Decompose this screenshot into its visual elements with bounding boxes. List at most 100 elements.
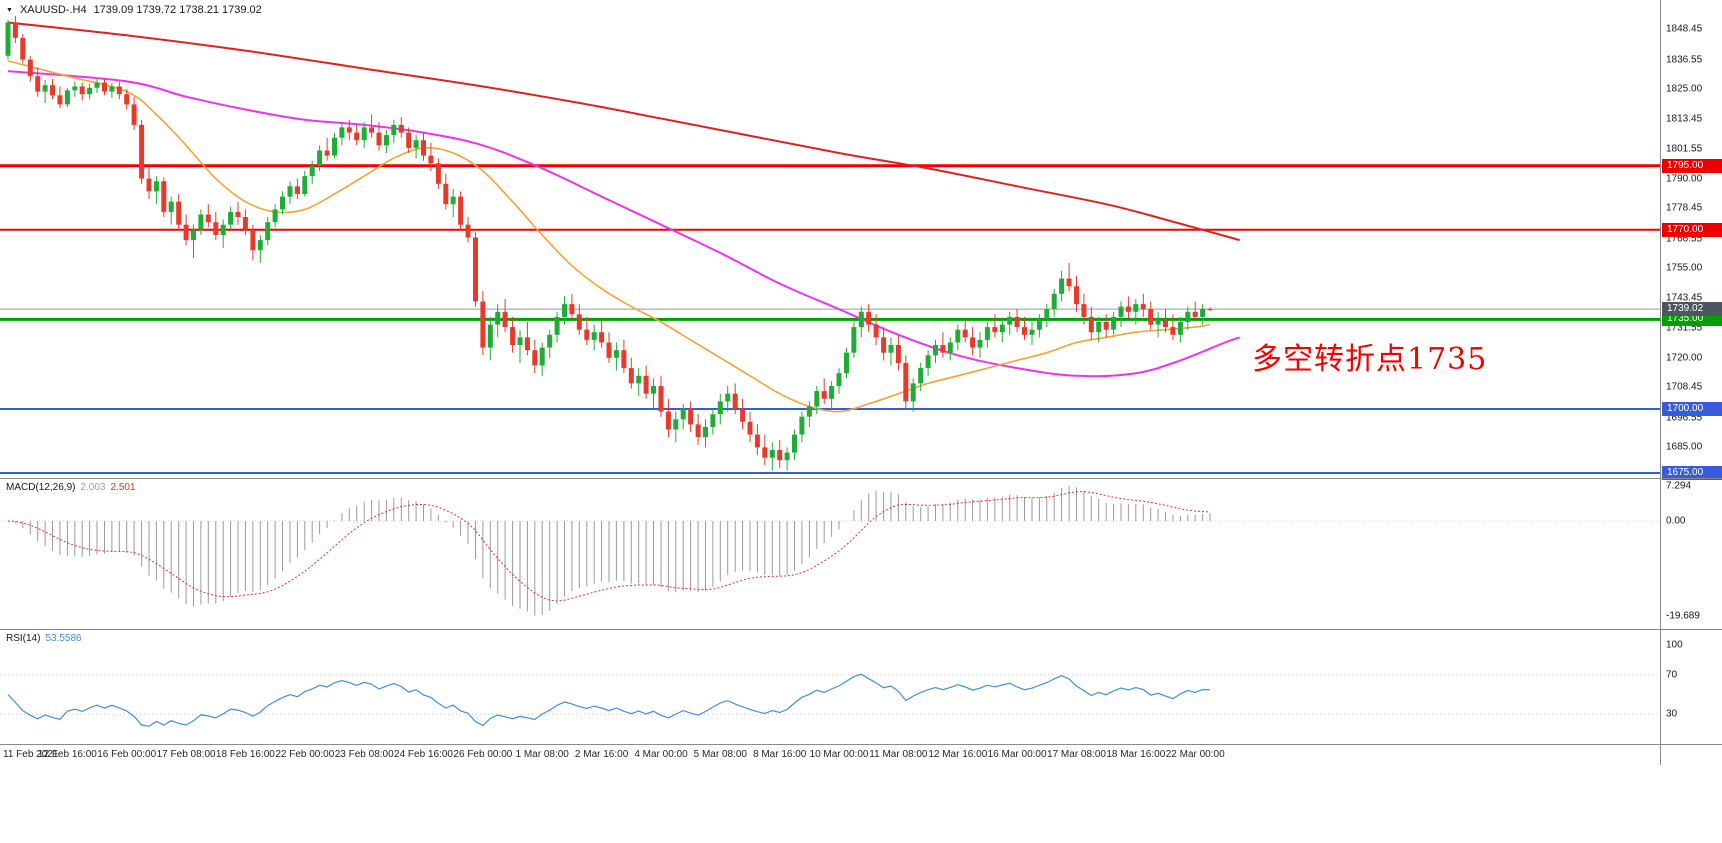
candle-body (821, 391, 827, 399)
price-tick-label: 1755.00 (1666, 262, 1703, 274)
candle-body (539, 347, 545, 366)
price-chart-panel[interactable]: ▼ XAUUSD-.H4 1739.09 1739.72 1738.21 173… (0, 0, 1660, 478)
macd-label: MACD(12,26,9) 2.003 2.501 (6, 482, 141, 493)
candle-body (242, 217, 248, 230)
time-axis-label: 1 Mar 08:00 (515, 749, 569, 760)
rsi-panel[interactable]: RSI(14) 53.5586 (0, 629, 1660, 744)
candle-body (933, 345, 938, 356)
price-axis[interactable]: 1848.45 1836.55 1825.00 1813.45 1801.55 1790.… (1660, 0, 1722, 765)
macd-panel[interactable]: MACD(12,26,9) 2.003 2.501 (0, 478, 1660, 629)
candle-body (1111, 316, 1117, 330)
candle-body (925, 355, 931, 369)
candle-body (480, 301, 486, 348)
candle-body (250, 229, 256, 251)
symbol-menu-icon[interactable]: ▼ (6, 6, 13, 14)
candle-body (992, 327, 998, 333)
time-axis-label: 22 Feb 00:00 (275, 749, 335, 760)
candle-body (1051, 293, 1057, 310)
candle-body (673, 419, 679, 430)
macd-signal-line (7, 491, 1211, 602)
macd-canvas[interactable] (0, 478, 1660, 629)
candle-body (651, 386, 656, 394)
candle-body (703, 427, 708, 438)
candle-body (191, 229, 196, 241)
candle-body (888, 345, 894, 353)
panel-separator[interactable] (0, 478, 1722, 479)
candle-body (806, 406, 812, 417)
candle-body (903, 363, 909, 402)
candle-body (1022, 327, 1027, 335)
candle-body (220, 224, 226, 235)
candle-body (1170, 327, 1176, 335)
candle-body (695, 424, 701, 438)
time-axis-label: 18 Mar 16:00 (1106, 749, 1166, 760)
time-axis-label: 17 Feb 08:00 (156, 749, 216, 760)
candle-body (866, 311, 872, 325)
candle-body (280, 196, 285, 210)
rsi-axis-label: 70 (1666, 669, 1678, 681)
candle-body (302, 176, 308, 194)
chart-header: ▼ XAUUSD-.H4 1739.09 1739.72 1738.21 173… (6, 4, 262, 16)
price-tick-label: 1720.00 (1666, 352, 1703, 364)
rsi-canvas[interactable] (0, 629, 1660, 744)
candle-body (599, 332, 605, 343)
candle-body (257, 240, 263, 251)
candle-body (1096, 322, 1102, 333)
candle-body (87, 87, 93, 95)
symbol-timeframe-label: XAUUSD-.H4 (19, 4, 87, 16)
candle-body (784, 452, 790, 461)
candle-body (1200, 308, 1206, 317)
candle-body (35, 76, 41, 92)
candle-body (1155, 319, 1161, 325)
candle-body (984, 327, 990, 340)
candle-body (1125, 306, 1131, 312)
red_ma-line (7, 21, 1240, 242)
candle-body (658, 386, 664, 412)
price-badge: 1795.00 (1662, 158, 1722, 173)
candle-body (50, 85, 55, 96)
candle-body (725, 393, 731, 402)
candle-body (918, 368, 924, 384)
panel-separator (0, 744, 1722, 745)
annotation-text[interactable]: 多空转折点1735 (1252, 342, 1488, 377)
candle-body (977, 339, 983, 348)
candle-body (1081, 304, 1087, 317)
candle-body (235, 211, 241, 217)
price-badge: 1770.00 (1662, 222, 1722, 237)
candle-body (665, 411, 671, 430)
time-axis[interactable]: 11 Feb 2021 12 Feb 16:00 16 Feb 00:00 17 Fe… (0, 744, 1660, 765)
time-axis-label: 24 Feb 16:00 (394, 749, 453, 760)
candle-body (1014, 316, 1020, 328)
candle-body (346, 127, 352, 133)
candle-body (398, 124, 404, 133)
candle-body (205, 214, 211, 223)
price-tick-label: 1825.00 (1666, 83, 1703, 95)
candle-body (613, 350, 619, 358)
candle-body (94, 82, 100, 88)
time-axis-label: 4 Mar 00:00 (634, 749, 688, 760)
candle-body (1163, 319, 1168, 328)
candle-body (999, 324, 1005, 333)
time-axis-label: 18 Feb 16:00 (215, 749, 275, 760)
candle-body (762, 447, 768, 458)
candle-body (1103, 322, 1109, 330)
rsi-label: RSI(14) 53.5586 (6, 633, 87, 644)
time-axis-label: 17 Mar 08:00 (1047, 749, 1106, 760)
candle-body (688, 409, 694, 425)
panel-separator[interactable] (0, 629, 1722, 630)
candle-body (1177, 322, 1183, 335)
price-chart-canvas[interactable] (0, 0, 1660, 478)
candle-body (213, 222, 219, 235)
price-tick-label: 1685.00 (1666, 441, 1703, 453)
candle-body (970, 337, 976, 348)
candle-body (458, 196, 464, 225)
candle-body (339, 127, 345, 138)
candle-body (1207, 309, 1213, 310)
price-badge: 1739.02 (1662, 302, 1722, 317)
macd-axis-label: 7.294 (1666, 480, 1692, 492)
candle-body (1066, 278, 1072, 287)
candle-body (799, 416, 805, 435)
candle-body (5, 22, 11, 56)
time-axis-label: 11 Mar 08:00 (869, 749, 928, 760)
candle-body (740, 409, 746, 422)
